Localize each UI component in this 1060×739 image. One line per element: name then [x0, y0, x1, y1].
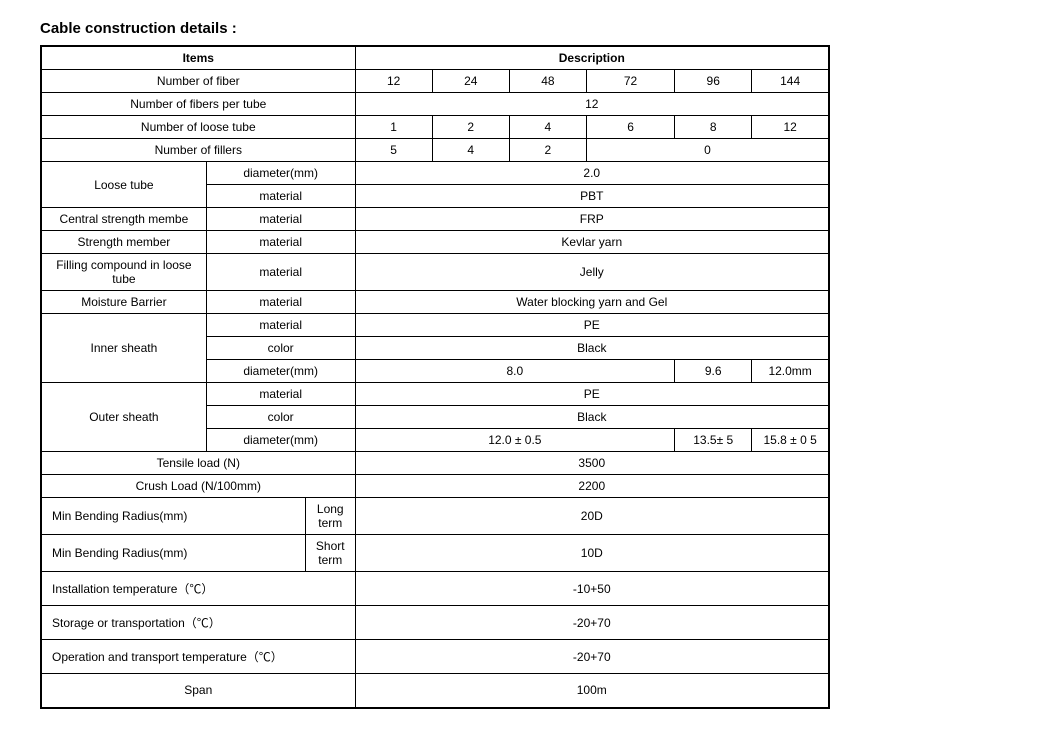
cell: 6	[586, 116, 674, 139]
sublabel: material	[206, 314, 355, 337]
label: Loose tube	[41, 162, 206, 208]
cell: 12.0mm	[752, 360, 829, 383]
cell: 20D	[355, 498, 829, 535]
cell: 9.6	[675, 360, 752, 383]
cell: 1	[355, 116, 432, 139]
label: Outer sheath	[41, 383, 206, 452]
sublabel: color	[206, 337, 355, 360]
cell: 3500	[355, 452, 829, 475]
cell: -20+70	[355, 606, 829, 640]
cell: 2200	[355, 475, 829, 498]
label: Moisture Barrier	[41, 291, 206, 314]
sublabel: material	[206, 254, 355, 291]
cell: 12	[752, 116, 829, 139]
row-bend-short: Min Bending Radius(mm) Short term 10D	[41, 535, 829, 572]
cell: 5	[355, 139, 432, 162]
cell: 8.0	[355, 360, 675, 383]
cell: 13.5± 5	[675, 429, 752, 452]
cell: 72	[586, 70, 674, 93]
cell: Jelly	[355, 254, 829, 291]
section-title: Cable construction details :	[40, 20, 1020, 37]
cell: 2.0	[355, 162, 829, 185]
spec-table: Items Description Number of fiber 12 24 …	[40, 45, 830, 709]
row-op-temp: Operation and transport temperature（℃） -…	[41, 640, 829, 674]
cell: 100m	[355, 674, 829, 708]
label: Number of fibers per tube	[41, 93, 355, 116]
sublabel: material	[206, 208, 355, 231]
row-span: Span 100m	[41, 674, 829, 708]
sublabel: diameter(mm)	[206, 162, 355, 185]
label: Crush Load (N/100mm)	[41, 475, 355, 498]
cell: 4	[509, 116, 586, 139]
cell: 12.0 ± 0.5	[355, 429, 675, 452]
cell: -20+70	[355, 640, 829, 674]
cell: -10+50	[355, 572, 829, 606]
sublabel: color	[206, 406, 355, 429]
sublabel: material	[206, 185, 355, 208]
label: Inner sheath	[41, 314, 206, 383]
cell: 2	[509, 139, 586, 162]
header-items: Items	[41, 46, 355, 70]
row-fiber-count: Number of fiber 12 24 48 72 96 144	[41, 70, 829, 93]
header-description: Description	[355, 46, 829, 70]
cell: 144	[752, 70, 829, 93]
row-install-temp: Installation temperature（℃） -10+50	[41, 572, 829, 606]
cell: 0	[586, 139, 829, 162]
label: Min Bending Radius(mm)	[41, 535, 305, 572]
label: Number of loose tube	[41, 116, 355, 139]
cell: 8	[675, 116, 752, 139]
label: Storage or transportation（℃）	[41, 606, 355, 640]
cell: 96	[675, 70, 752, 93]
row-strength-member: Strength member material Kevlar yarn	[41, 231, 829, 254]
cell: 12	[355, 93, 829, 116]
cell: Black	[355, 406, 829, 429]
sublabel: material	[206, 383, 355, 406]
row-loose-tube-count: Number of loose tube 1 2 4 6 8 12	[41, 116, 829, 139]
row-bend-long: Min Bending Radius(mm) Long term 20D	[41, 498, 829, 535]
cell: Black	[355, 337, 829, 360]
cell: 48	[509, 70, 586, 93]
header-row: Items Description	[41, 46, 829, 70]
row-fibers-per-tube: Number of fibers per tube 12	[41, 93, 829, 116]
sublabel: diameter(mm)	[206, 429, 355, 452]
label: Tensile load (N)	[41, 452, 355, 475]
row-moisture-barrier: Moisture Barrier material Water blocking…	[41, 291, 829, 314]
cell: Kevlar yarn	[355, 231, 829, 254]
row-filling-compound: Filling compound in loose tube material …	[41, 254, 829, 291]
sublabel: diameter(mm)	[206, 360, 355, 383]
label: Number of fiber	[41, 70, 355, 93]
label: Strength member	[41, 231, 206, 254]
label: Central strength membe	[41, 208, 206, 231]
label: Number of fillers	[41, 139, 355, 162]
cell: PBT	[355, 185, 829, 208]
label: Min Bending Radius(mm)	[41, 498, 305, 535]
sublabel: Long term	[305, 498, 355, 535]
sublabel: material	[206, 231, 355, 254]
cell: 24	[432, 70, 509, 93]
cell: PE	[355, 383, 829, 406]
cell: FRP	[355, 208, 829, 231]
row-loose-tube-diameter: Loose tube diameter(mm) 2.0	[41, 162, 829, 185]
label: Span	[41, 674, 355, 708]
sublabel: Short term	[305, 535, 355, 572]
label: Installation temperature（℃）	[41, 572, 355, 606]
row-central-strength: Central strength membe material FRP	[41, 208, 829, 231]
cell: 12	[355, 70, 432, 93]
label: Operation and transport temperature（℃）	[41, 640, 355, 674]
row-outer-sheath-material: Outer sheath material PE	[41, 383, 829, 406]
row-inner-sheath-material: Inner sheath material PE	[41, 314, 829, 337]
cell: Water blocking yarn and Gel	[355, 291, 829, 314]
cell: PE	[355, 314, 829, 337]
row-tensile: Tensile load (N) 3500	[41, 452, 829, 475]
row-storage-temp: Storage or transportation（℃） -20+70	[41, 606, 829, 640]
cell: 2	[432, 116, 509, 139]
cell: 4	[432, 139, 509, 162]
label: Filling compound in loose tube	[41, 254, 206, 291]
cell: 10D	[355, 535, 829, 572]
cell: 15.8 ± 0 5	[752, 429, 829, 452]
row-fillers: Number of fillers 5 4 2 0	[41, 139, 829, 162]
row-crush: Crush Load (N/100mm) 2200	[41, 475, 829, 498]
sublabel: material	[206, 291, 355, 314]
